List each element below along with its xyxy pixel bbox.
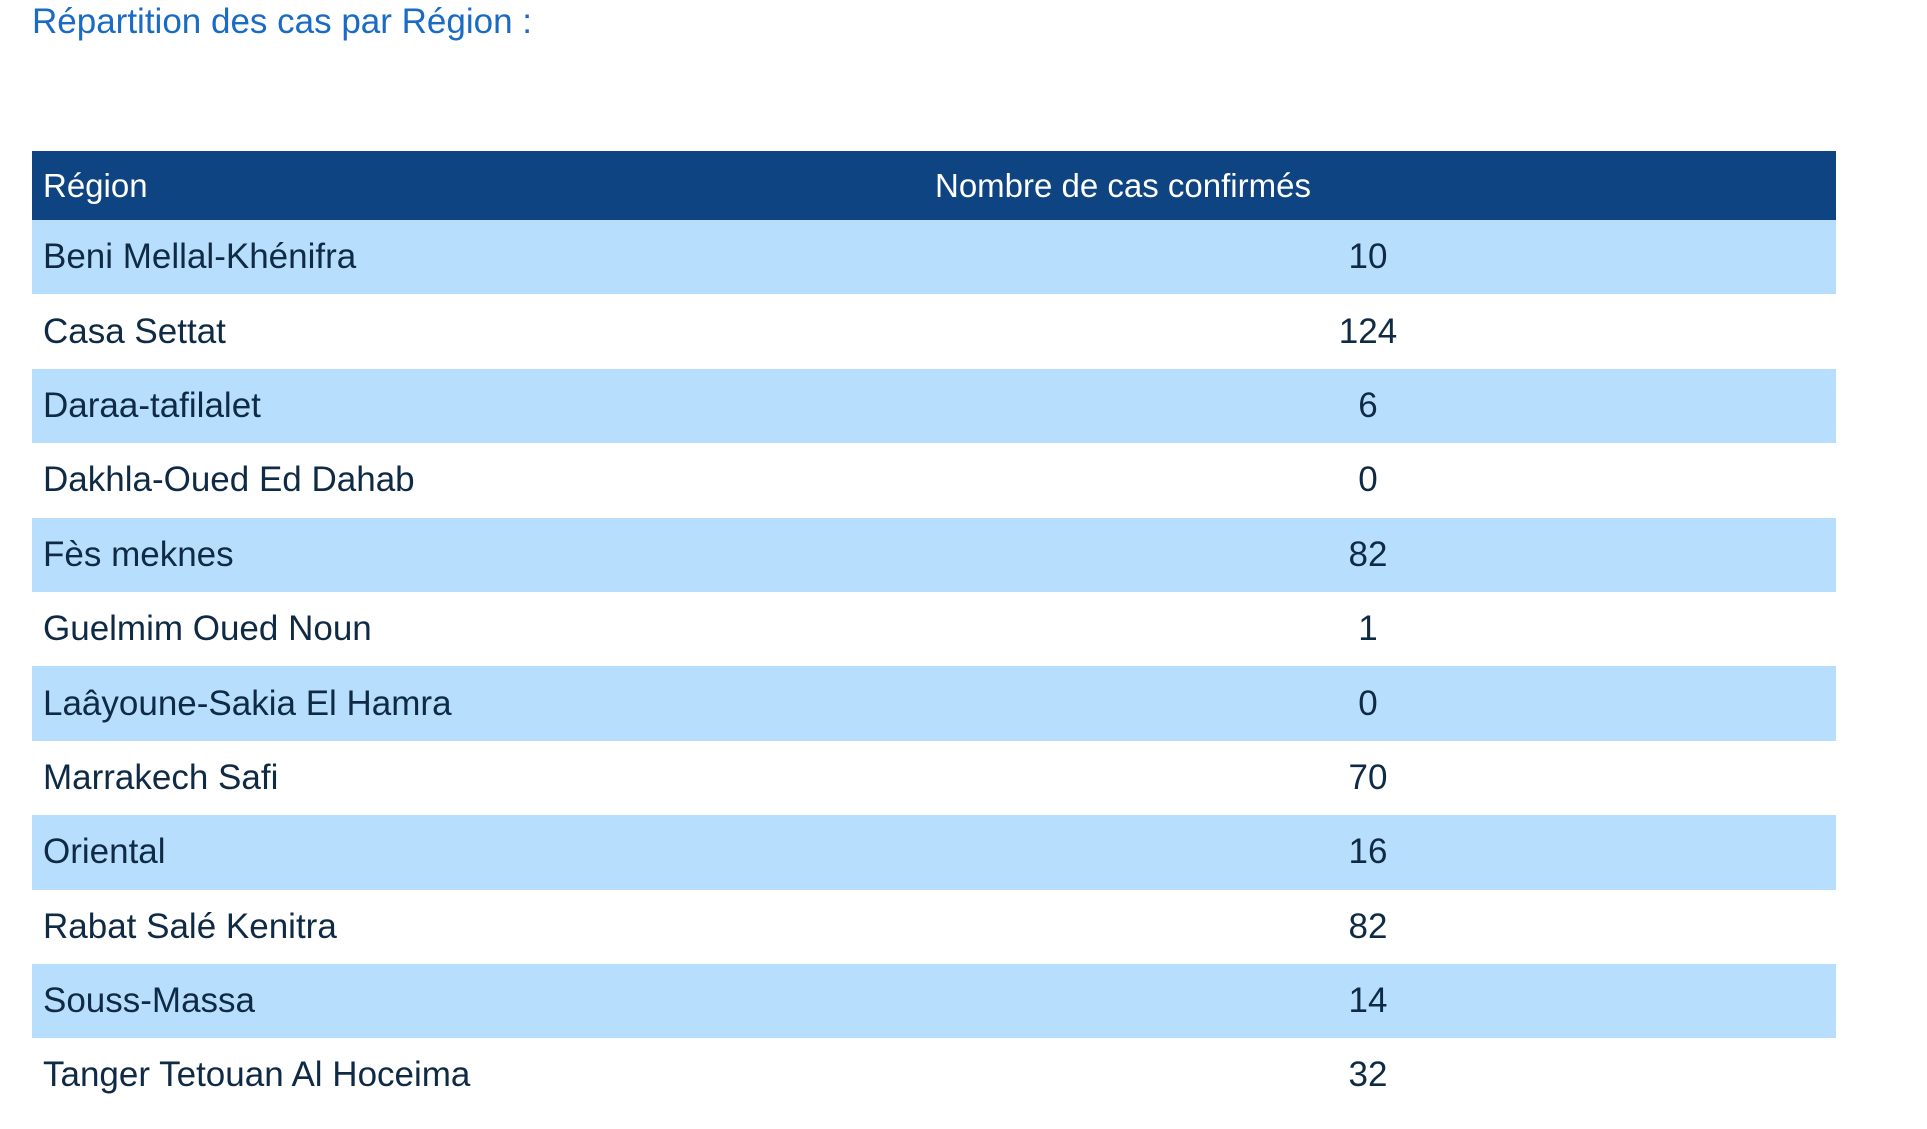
count-cell: 16	[1348, 832, 1388, 872]
count-cell: 6	[1358, 385, 1378, 425]
count-cell: 1	[1358, 609, 1378, 649]
count-cell: 14	[1348, 981, 1388, 1021]
region-cases-table: Région Nombre de cas confirmés Beni Mell…	[32, 151, 1836, 1113]
table-row: Beni Mellal-Khénifra 10	[32, 220, 1836, 295]
region-cell: Laâyoune-Sakia El Hamra	[43, 683, 452, 723]
region-cell: Souss-Massa	[43, 981, 256, 1021]
region-cell: Oriental	[43, 832, 166, 872]
table-body: Beni Mellal-Khénifra 10 Casa Settat 124 …	[32, 220, 1836, 1113]
section-heading: Répartition des cas par Région :	[32, 2, 532, 41]
table-row: Laâyoune-Sakia El Hamra 0	[32, 666, 1836, 741]
column-header-region: Région	[43, 166, 148, 204]
table-row: Tanger Tetouan Al Hoceima 32	[32, 1038, 1836, 1113]
region-cell: Marrakech Safi	[43, 757, 279, 797]
table-row: Dakhla-Oued Ed Dahab 0	[32, 443, 1836, 518]
region-cell: Guelmim Oued Noun	[43, 609, 372, 649]
count-cell: 82	[1348, 906, 1388, 946]
count-cell: 82	[1348, 534, 1388, 574]
table-row: Guelmim Oued Noun 1	[32, 591, 1836, 667]
count-cell: 10	[1348, 237, 1388, 277]
table-row: Casa Settat 124	[32, 294, 1836, 369]
region-cell: Fès meknes	[43, 534, 234, 574]
column-header-count: Nombre de cas confirmés	[935, 166, 1311, 204]
region-cell: Beni Mellal-Khénifra	[43, 237, 357, 277]
region-cell: Daraa-tafilalet	[43, 385, 261, 425]
region-cell: Casa Settat	[43, 311, 226, 351]
table-row: Rabat Salé Kenitra 82	[32, 889, 1836, 964]
table-row: Souss-Massa 14	[32, 963, 1836, 1039]
count-cell: 32	[1348, 1055, 1388, 1095]
region-cell: Rabat Salé Kenitra	[43, 906, 337, 946]
region-cell: Tanger Tetouan Al Hoceima	[43, 1055, 471, 1095]
table-row: Fès meknes 82	[32, 517, 1836, 592]
count-cell: 124	[1338, 311, 1398, 351]
table-row: Oriental 16	[32, 815, 1836, 890]
table-row: Marrakech Safi 70	[32, 740, 1836, 816]
count-cell: 70	[1348, 757, 1388, 797]
count-cell: 0	[1358, 683, 1378, 723]
table-row: Daraa-tafilalet 6	[32, 368, 1836, 444]
region-cell: Dakhla-Oued Ed Dahab	[43, 460, 415, 500]
count-cell: 0	[1358, 460, 1378, 500]
table-header: Région Nombre de cas confirmés	[32, 151, 1836, 220]
